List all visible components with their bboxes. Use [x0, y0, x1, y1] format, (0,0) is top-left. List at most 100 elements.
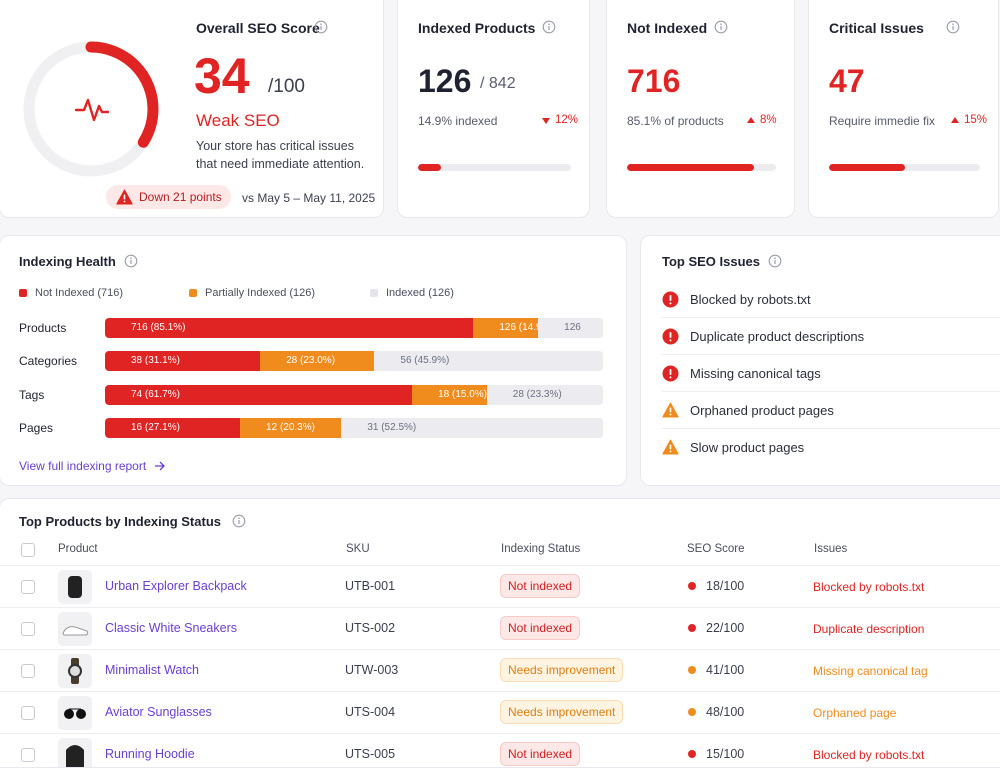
row-label: Tags	[19, 387, 45, 402]
checkbox[interactable]	[21, 543, 35, 557]
row-label: Pages	[19, 420, 54, 435]
stat-title: Indexed Products	[418, 20, 536, 36]
progress-fill	[627, 164, 754, 171]
icon-dot	[669, 413, 672, 416]
segment-label: 16 (27.1%)	[131, 421, 180, 433]
legend-swatch	[19, 289, 27, 297]
checkbox[interactable]	[21, 748, 35, 762]
stat-card: Indexed Products 126 / 842 14.9% indexed…	[397, 0, 590, 218]
score-description: Your store has critical issues that need…	[196, 139, 365, 171]
separator	[662, 428, 1000, 429]
product-name[interactable]: Classic White Sneakers	[105, 621, 237, 635]
bar-segment: 31 (52.5%)	[341, 417, 603, 438]
section-title: Top Products by Indexing Status	[19, 514, 221, 529]
seo-score: 41/100	[706, 663, 745, 677]
issue-text: Orphaned product pages	[690, 403, 834, 418]
separator	[662, 317, 1000, 318]
change-text: Down 21 points	[139, 190, 222, 204]
products-table-card: Top Products by Indexing Status Product S…	[0, 498, 1000, 768]
thumb-bg	[58, 696, 92, 730]
indexing-health-card: Indexing Health Not Indexed (716) Partial…	[0, 235, 627, 486]
info-dot	[952, 23, 954, 25]
trend-up-icon	[951, 117, 959, 123]
warning-icon	[116, 189, 133, 205]
product-name[interactable]: Running Hoodie	[105, 747, 195, 761]
bar-segment: 126 (14.9%)	[473, 318, 539, 338]
product-name[interactable]: Minimalist Watch	[105, 663, 199, 677]
stacked-bar: 74 (61.7%) 18 (15.0%) 28 (23.3%)	[105, 384, 603, 405]
icon-bar	[669, 295, 672, 301]
top-issues-card: Top SEO Issues Blocked by robots.txt Dupl…	[640, 235, 1000, 486]
critical-icon	[662, 291, 679, 308]
stat-trend: 12%	[555, 114, 579, 126]
pulse-icon	[74, 98, 110, 122]
stat-trend: 15%	[964, 114, 988, 126]
info-dot	[238, 517, 240, 519]
legend-swatch	[189, 289, 197, 297]
product-name[interactable]: Urban Explorer Backpack	[105, 579, 247, 593]
segment-label: 38 (31.1%)	[131, 355, 180, 367]
stacked-bar: 716 (85.1%) 126 (14.9%) 126	[105, 318, 603, 338]
section-title: Indexing Health	[19, 254, 116, 269]
bar-segment: 56 (45.9%)	[374, 351, 603, 372]
segment-label: 18 (15.0%)	[438, 388, 487, 400]
product-name[interactable]: Aviator Sunglasses	[105, 705, 212, 719]
info-icon	[543, 20, 556, 34]
arrow	[542, 118, 550, 124]
stat-title: Critical Issues	[829, 20, 924, 36]
progress-fill	[829, 164, 905, 171]
score-dot	[688, 708, 696, 716]
stat-value: 47	[829, 63, 865, 99]
thumb-image	[66, 745, 84, 767]
status-pill: Not indexed	[500, 616, 581, 640]
icon-bar	[669, 407, 672, 413]
issue-text: Blocked by robots.txt	[690, 292, 811, 307]
bar-segment: 74 (61.7%)	[105, 384, 413, 405]
bar-segment: 126	[538, 318, 603, 338]
score-dot	[688, 624, 696, 632]
arrow-icon	[154, 461, 165, 471]
checkbox[interactable]	[21, 664, 35, 678]
issue-text: Duplicate product descriptions	[690, 329, 865, 344]
segment-label: 74 (61.7%)	[131, 388, 180, 400]
progress-fill	[418, 164, 441, 171]
segment-label: 126 (14.9%)	[499, 322, 538, 333]
row-label: Products	[19, 321, 67, 335]
column-header: Product	[58, 543, 98, 555]
sku: UTB-001	[345, 579, 396, 593]
checkbox[interactable]	[21, 706, 35, 720]
score-rating: Weak SEO	[196, 111, 280, 130]
column-header: Indexing Status	[501, 543, 581, 555]
info-icon	[232, 514, 246, 528]
checkbox[interactable]	[21, 622, 35, 636]
segment-label: 716 (85.1%)	[131, 322, 186, 333]
bar-segment: 12 (20.3%)	[240, 417, 342, 438]
icon-bar	[669, 369, 672, 375]
ring-arc	[23, 41, 159, 177]
icon-bar	[669, 444, 672, 450]
segment-label: 12 (20.3%)	[266, 421, 315, 433]
legend-label: Indexed (126)	[386, 287, 454, 299]
stat-card: Not Indexed 716 85.1% of products 8%	[606, 0, 795, 218]
sku: UTW-003	[345, 663, 399, 677]
seo-score: 48/100	[706, 705, 745, 719]
score-dot	[688, 750, 696, 758]
change-pill: Down 21 points	[106, 185, 231, 209]
icon-dot	[669, 376, 672, 379]
info-dot	[548, 23, 551, 25]
link-text[interactable]: View full indexing report	[19, 459, 147, 473]
score-ring	[23, 41, 159, 177]
progress-track	[627, 164, 776, 171]
checkbox[interactable]	[21, 580, 35, 594]
column-header: SKU	[346, 543, 370, 555]
separator	[0, 649, 1000, 650]
icon-dot	[669, 450, 672, 453]
product-thumbnail	[58, 696, 92, 730]
column-header: Issues	[814, 543, 848, 555]
thumb-image	[68, 658, 82, 684]
product-thumbnail	[58, 654, 92, 688]
section-title: Top SEO Issues	[662, 254, 761, 269]
report-link[interactable]: View full indexing report	[19, 459, 166, 473]
legend-label: Partially Indexed (126)	[205, 287, 316, 299]
